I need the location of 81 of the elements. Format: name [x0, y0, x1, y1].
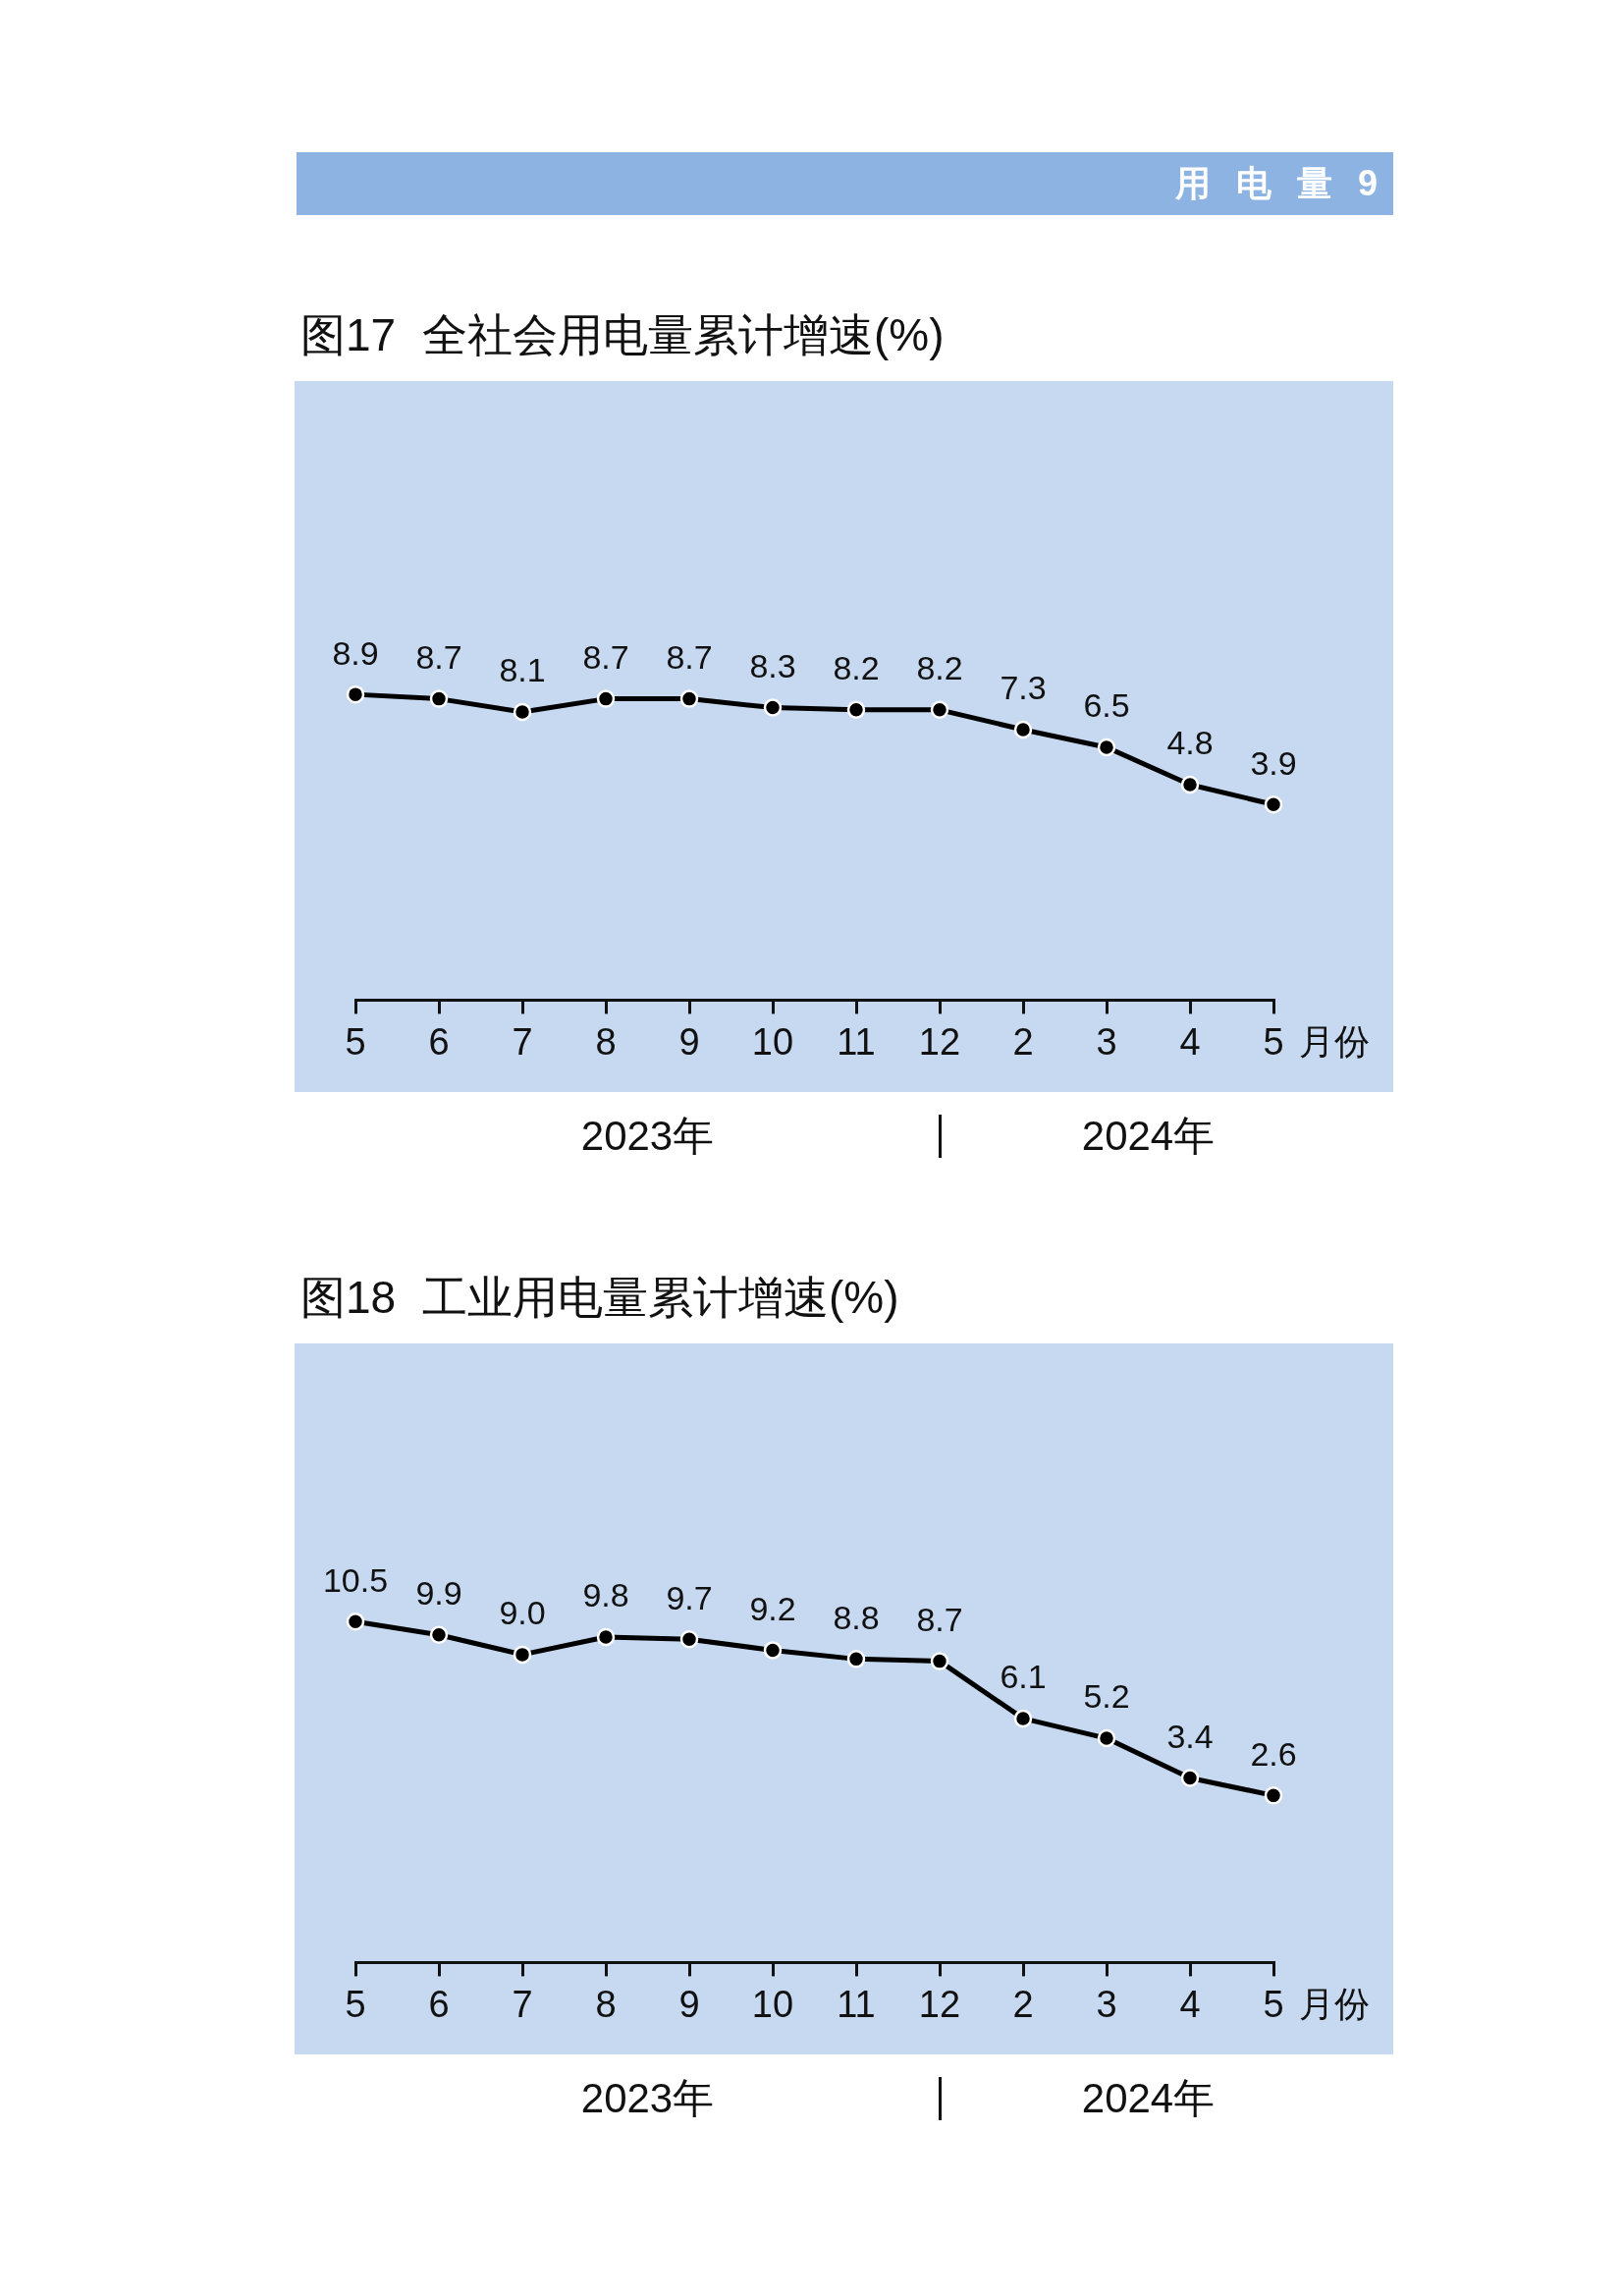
data-label: 8.9	[332, 633, 379, 672]
point	[930, 700, 949, 720]
x-tick-label: 9	[678, 1020, 700, 1063]
data-label: 9.9	[415, 1574, 462, 1613]
point	[763, 698, 783, 717]
point	[1013, 720, 1033, 739]
x-tick-label: 6	[428, 1983, 450, 2025]
point	[429, 689, 449, 708]
data-label: 3.9	[1250, 743, 1297, 782]
point	[1097, 1728, 1116, 1748]
data-label: 7.3	[1000, 669, 1047, 707]
data-label: 6.5	[1083, 686, 1130, 725]
x-tick-label: 7	[512, 1983, 533, 2025]
data-label: 9.2	[749, 1589, 796, 1627]
x-tick-label: 6	[428, 1020, 450, 1063]
x-tick-label: 7	[512, 1020, 533, 1063]
x-tick-label: 4	[1179, 1983, 1201, 2025]
header-banner: 用 电 量 9	[297, 152, 1393, 215]
x-tick-label: 3	[1096, 1983, 1117, 2025]
data-label: 6.1	[1000, 1658, 1047, 1696]
x-tick-label: 2	[1012, 1983, 1034, 2025]
x-axis-title: 月份	[1299, 1021, 1370, 1063]
x-tick-label: 8	[595, 1020, 617, 1063]
data-label: 8.2	[916, 649, 963, 687]
point	[596, 689, 616, 708]
point	[346, 1613, 365, 1631]
point	[763, 1641, 783, 1660]
data-label: 8.7	[582, 637, 629, 676]
point	[1264, 1786, 1283, 1805]
point	[1097, 738, 1116, 757]
point	[1180, 775, 1200, 794]
text: 2024年	[1081, 2075, 1216, 2121]
x-tick-label: 12	[918, 1983, 961, 2025]
x-tick-label: 11	[837, 1020, 876, 1063]
x-tick-label: 8	[595, 1983, 617, 2025]
point	[513, 1645, 532, 1665]
x-tick-label: 5	[1263, 1983, 1284, 2025]
data-label: 5.2	[1083, 1677, 1130, 1716]
data-label: 8.1	[499, 651, 546, 689]
data-label: 9.8	[582, 1576, 629, 1614]
data-label: 2.6	[1250, 1734, 1297, 1773]
x-tick-label: 5	[345, 1020, 366, 1063]
point	[846, 700, 866, 720]
x-tick-label: 10	[751, 1983, 794, 2025]
data-label: 8.2	[833, 649, 880, 687]
point	[1180, 1769, 1200, 1787]
data-label: 8.7	[916, 1600, 963, 1638]
x-tick-label: 5	[1263, 1020, 1284, 1063]
x-tick-label: 11	[837, 1983, 876, 2025]
x-tick-label: 4	[1179, 1020, 1201, 1063]
data-label: 10.5	[322, 1560, 389, 1599]
data-label: 8.7	[666, 637, 713, 676]
chart-title: 图18 工业用电量累计增速(%)	[300, 1272, 899, 1323]
data-label: 4.8	[1166, 724, 1214, 762]
x-tick-label: 10	[751, 1020, 794, 1063]
x-tick-label: 5	[345, 1983, 366, 2025]
x-tick-label: 3	[1096, 1020, 1117, 1063]
x-axis-title: 月份	[1299, 1984, 1370, 2025]
point	[513, 702, 532, 722]
chart-title: 图17 全社会用电量累计增速(%)	[300, 309, 945, 360]
text: 2023年	[580, 2075, 715, 2121]
point	[429, 1625, 449, 1644]
data-label: 9.0	[499, 1594, 546, 1632]
text: 2024年	[1081, 1113, 1216, 1159]
point	[346, 684, 365, 704]
data-label: 8.3	[749, 646, 796, 684]
point	[846, 1650, 866, 1668]
point	[596, 1627, 616, 1647]
x-tick-label: 9	[678, 1983, 700, 2025]
point	[930, 1652, 949, 1670]
data-label: 8.8	[833, 1598, 880, 1636]
x-tick-label: 12	[918, 1020, 961, 1063]
text: 2023年	[580, 1113, 715, 1159]
point	[679, 689, 699, 708]
data-label: 8.7	[415, 637, 462, 676]
data-label: 9.7	[666, 1578, 713, 1616]
data-label: 3.4	[1166, 1717, 1214, 1755]
point	[1013, 1709, 1033, 1728]
point	[1264, 794, 1283, 814]
point	[679, 1629, 699, 1649]
x-tick-label: 2	[1012, 1020, 1034, 1063]
